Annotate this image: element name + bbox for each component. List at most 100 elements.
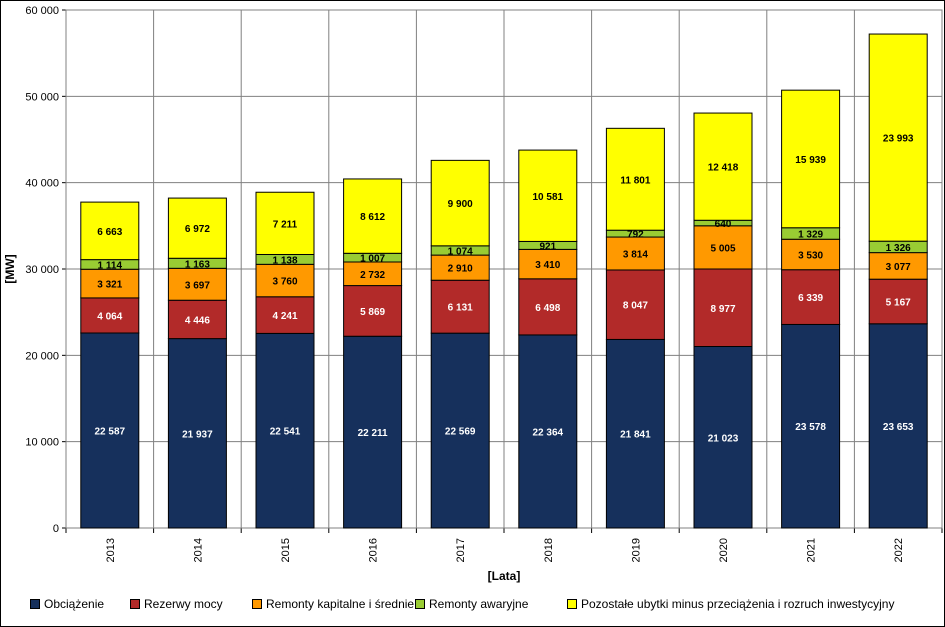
bar-segment xyxy=(343,285,403,337)
legend-label: Remonty awaryjne xyxy=(429,597,529,611)
bar-segment xyxy=(605,269,665,340)
data-label: 3 697 xyxy=(185,280,210,291)
bar-segment xyxy=(255,296,315,334)
bar-segment xyxy=(605,236,665,271)
data-label: 6 498 xyxy=(535,303,560,314)
y-tick-label: 20 000 xyxy=(25,350,59,362)
data-label: 921 xyxy=(539,241,556,252)
data-label: 4 446 xyxy=(185,315,210,326)
bar-segment xyxy=(781,323,841,529)
x-tick-label: 2013 xyxy=(105,538,117,562)
data-label: 8 047 xyxy=(623,301,648,312)
data-label: 3 760 xyxy=(272,277,297,288)
data-label: 9 900 xyxy=(448,199,473,210)
bar-segment xyxy=(430,279,490,334)
y-tick-label: 60 000 xyxy=(25,5,59,17)
data-label: 23 993 xyxy=(883,134,914,145)
x-tick-label: 2018 xyxy=(543,538,555,562)
data-label: 640 xyxy=(715,219,732,230)
bar-segment xyxy=(868,278,928,325)
bar-segment xyxy=(518,149,578,242)
legend-swatch xyxy=(252,599,262,609)
data-label: 1 007 xyxy=(360,254,385,265)
legend-item: Pozostałe ubytki minus przeciążenia i ro… xyxy=(567,597,894,611)
data-label: 11 801 xyxy=(620,175,650,186)
data-label: 1 163 xyxy=(185,259,210,270)
data-label: 3 530 xyxy=(798,250,823,261)
data-label: 6 663 xyxy=(97,227,122,238)
bar-segment xyxy=(430,159,490,247)
data-label: 3 814 xyxy=(623,250,648,261)
data-label: 6 972 xyxy=(185,224,210,235)
data-label: 5 167 xyxy=(886,297,911,308)
bar-segment xyxy=(868,33,928,242)
data-label: 22 541 xyxy=(270,427,301,438)
x-tick-label: 2021 xyxy=(806,538,818,562)
legend-item: Remonty awaryjne xyxy=(415,597,528,611)
y-tick-label: 40 000 xyxy=(25,178,59,190)
bar-segment xyxy=(605,338,665,529)
bar-segment xyxy=(80,268,140,299)
bar-segment xyxy=(80,201,140,261)
x-tick-label: 2016 xyxy=(368,538,380,562)
data-label: 1 138 xyxy=(272,255,297,266)
bar-segment xyxy=(518,334,578,529)
data-label: 10 581 xyxy=(533,192,564,203)
data-label: 4 064 xyxy=(97,311,122,322)
bar-segment xyxy=(343,178,403,254)
bar-segment xyxy=(167,197,227,259)
data-label: 1 114 xyxy=(98,260,123,271)
bar-segment xyxy=(693,268,753,348)
bar-segment xyxy=(781,89,841,229)
data-label: 6 131 xyxy=(448,303,473,314)
legend: Obciążenie Rezerwy mocy Remonty kapitalne … xyxy=(30,597,930,613)
legend-swatch xyxy=(567,599,577,609)
y-tick-label: 0 xyxy=(53,523,59,535)
data-label: 1 326 xyxy=(886,243,911,254)
data-label: 21 841 xyxy=(620,430,651,441)
x-axis-title: [Lata] xyxy=(488,569,521,583)
bar-segment xyxy=(868,252,928,280)
data-label: 22 364 xyxy=(533,427,564,438)
legend-label: Pozostałe ubytki minus przeciążenia i ro… xyxy=(581,597,895,611)
legend-swatch xyxy=(130,599,140,609)
bar-segment xyxy=(868,323,928,529)
x-tick-label: 2017 xyxy=(455,538,467,562)
data-label: 21 937 xyxy=(182,429,213,440)
bar-segment xyxy=(167,338,227,529)
bar-segment xyxy=(80,332,140,529)
data-label: 15 939 xyxy=(795,155,826,166)
data-label: 4 241 xyxy=(272,311,297,322)
data-label: 8 977 xyxy=(710,304,735,315)
data-label: 12 418 xyxy=(708,163,739,174)
data-label: 1 074 xyxy=(448,246,473,257)
bar-segment xyxy=(781,269,841,325)
legend-label: Remonty kapitalne i średnie xyxy=(266,597,415,611)
bar-segment xyxy=(430,332,490,529)
data-label: 7 211 xyxy=(273,219,298,230)
data-label: 22 211 xyxy=(358,428,388,439)
data-label: 22 569 xyxy=(445,427,476,438)
data-label: 6 339 xyxy=(798,293,823,304)
y-tick-label: 10 000 xyxy=(25,437,59,449)
legend-swatch xyxy=(415,599,425,609)
legend-swatch xyxy=(30,599,40,609)
data-label: 2 910 xyxy=(448,264,473,275)
data-label: 792 xyxy=(627,230,644,241)
data-label: 5 869 xyxy=(360,307,385,318)
bar-segment xyxy=(167,267,227,301)
plot-border xyxy=(65,9,943,529)
data-label: 21 023 xyxy=(708,433,739,444)
data-label: 3 321 xyxy=(97,280,122,291)
legend-item: Rezerwy mocy xyxy=(130,597,223,611)
data-label: 2 732 xyxy=(360,270,385,281)
data-label: 1 329 xyxy=(798,230,823,241)
bar-segment xyxy=(255,191,315,255)
data-label: 23 578 xyxy=(795,422,826,433)
bar-segment xyxy=(167,299,227,340)
data-label: 5 005 xyxy=(710,243,735,254)
x-tick-label: 2014 xyxy=(192,538,204,562)
y-tick-label: 50 000 xyxy=(25,91,59,103)
bar-segment xyxy=(430,254,490,281)
